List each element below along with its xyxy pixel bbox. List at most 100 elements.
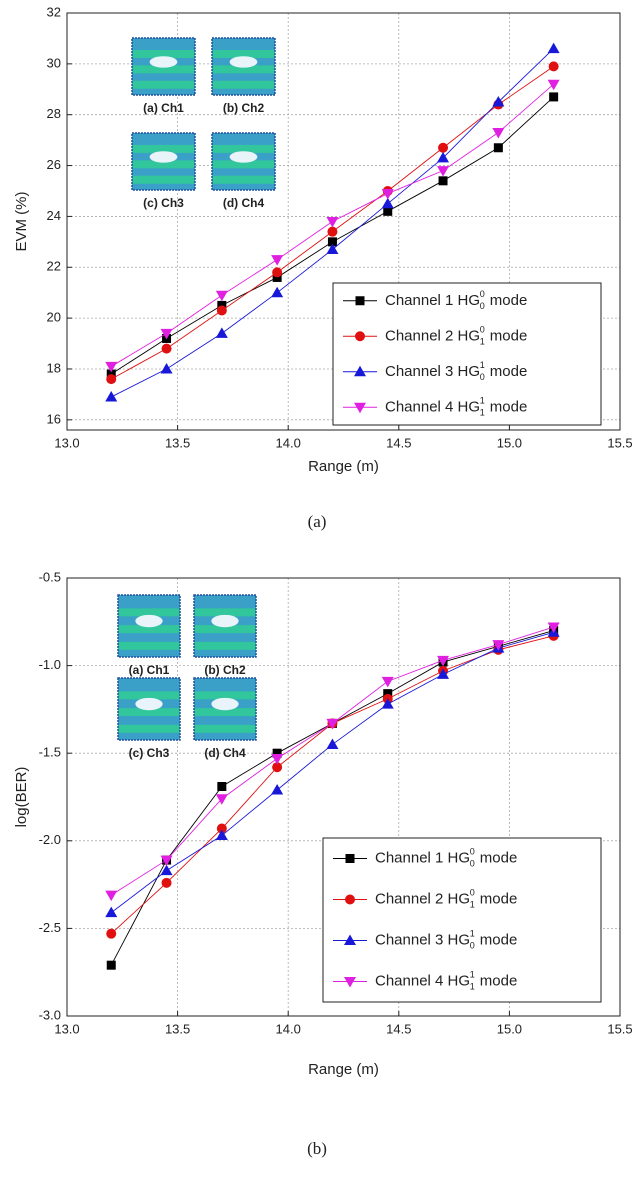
marker	[327, 227, 337, 237]
marker	[105, 891, 117, 902]
legend-sup: 1	[470, 970, 475, 980]
legend-sup: 0	[470, 847, 475, 857]
x-tick-label: 15.5	[607, 1021, 632, 1036]
x-tick-label: 13.5	[165, 435, 190, 450]
marker	[437, 166, 449, 177]
y-tick-label: -2.5	[39, 920, 61, 935]
legend-sub: 0	[480, 301, 485, 311]
x-tick-label: 14.5	[386, 1021, 411, 1036]
y-tick-label: -3.0	[39, 1007, 61, 1022]
legend-sub: 1	[470, 900, 475, 910]
eye-diagram	[118, 595, 180, 657]
marker	[438, 143, 448, 153]
y-tick-label: -2.0	[39, 832, 61, 847]
legend-sub: 1	[480, 337, 485, 347]
marker	[271, 754, 283, 765]
x-tick-label: 13.5	[165, 1021, 190, 1036]
eye-diagram	[132, 38, 195, 95]
marker	[217, 305, 227, 315]
chart: -3.0-2.5-2.0-1.5-1.0-0.513.013.514.014.5…	[13, 569, 633, 1157]
eye-band	[194, 642, 256, 650]
x-tick-label: 14.0	[276, 435, 301, 450]
legend-name: Channel 2 HG	[385, 327, 480, 344]
y-tick-label: -0.5	[39, 569, 61, 584]
legend-label: Channel 1 HG00mode	[375, 847, 517, 869]
marker	[107, 961, 116, 970]
marker	[161, 363, 173, 374]
marker	[106, 374, 116, 384]
marker	[216, 327, 228, 338]
caption: (a)	[308, 512, 327, 531]
marker	[271, 784, 283, 795]
marker	[326, 738, 338, 749]
legend-suffix: mode	[490, 398, 528, 415]
marker	[271, 287, 283, 298]
eye-opening	[211, 615, 238, 627]
y-tick-label: -1.0	[39, 657, 61, 672]
inset-label: (d) Ch4	[204, 746, 246, 760]
inset-label: (d) Ch4	[223, 196, 265, 210]
legend-label: Channel 2 HG01mode	[375, 888, 517, 910]
marker	[217, 782, 226, 791]
y-axis-label: log(BER)	[13, 767, 30, 828]
legend-name: Channel 1 HG	[375, 849, 470, 866]
eye-opening	[135, 698, 162, 710]
marker	[549, 61, 559, 71]
y-tick-label: 24	[47, 208, 61, 223]
marker	[548, 80, 560, 91]
legend-marker	[356, 296, 365, 305]
marker	[271, 255, 283, 266]
marker	[162, 878, 172, 888]
legend-label: Channel 3 HG10mode	[385, 360, 527, 382]
legend-marker	[355, 331, 365, 341]
legend-suffix: mode	[490, 292, 528, 309]
eye-band	[194, 725, 256, 733]
inset-label: (b) Ch2	[204, 663, 246, 677]
eye-diagram	[212, 38, 275, 95]
legend-sup: 0	[480, 289, 485, 299]
legend-name: Channel 2 HG	[375, 890, 470, 907]
legend-label: Channel 4 HG1 1 mode	[385, 396, 527, 418]
eye-band	[212, 81, 275, 89]
x-tick-label: 14.5	[386, 435, 411, 450]
y-axis-label: EVM (%)	[13, 191, 30, 251]
marker	[106, 929, 116, 939]
marker	[439, 176, 448, 185]
marker	[161, 865, 173, 876]
eye-diagram	[212, 133, 275, 190]
eye-band	[132, 176, 195, 184]
marker	[548, 43, 560, 54]
marker	[162, 344, 172, 354]
marker	[105, 907, 117, 918]
legend-marker	[346, 854, 355, 863]
y-tick-label: 16	[47, 411, 61, 426]
x-axis-label: Range (m)	[308, 458, 379, 475]
legend-suffix: mode	[480, 931, 518, 948]
marker	[494, 143, 503, 152]
legend-name: Channel 1 HG	[385, 292, 480, 309]
marker	[105, 391, 117, 402]
legend-sub: 1	[470, 982, 475, 992]
x-tick-label: 15.0	[497, 1021, 522, 1036]
legend-sub: 0	[480, 372, 485, 382]
eye-band	[132, 81, 195, 89]
legend-sup: 1	[480, 396, 485, 406]
inset-label: (c) Ch3	[143, 196, 184, 210]
legend-name: Channel 4 HG	[385, 398, 480, 415]
legend-sub: 1	[480, 408, 485, 418]
marker	[492, 128, 504, 139]
eye-band	[118, 642, 180, 650]
legend-sup: 1	[480, 360, 485, 370]
legend-sup: 0	[480, 325, 485, 335]
x-tick-label: 13.0	[54, 1021, 79, 1036]
eye-opening	[230, 151, 258, 162]
y-tick-label: 28	[47, 106, 61, 121]
y-tick-label: 30	[47, 55, 61, 70]
figure: 16182022242628303213.013.514.014.515.015…	[0, 0, 635, 1198]
inset-label: (a) Ch1	[143, 101, 184, 115]
eye-opening	[150, 151, 178, 162]
marker	[272, 267, 282, 277]
legend-name: Channel 3 HG	[375, 931, 470, 948]
